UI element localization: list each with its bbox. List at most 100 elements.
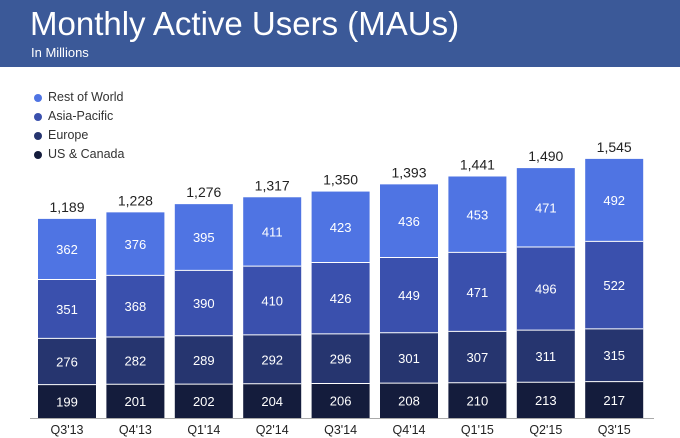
data-label-europe-q3-13: 276: [56, 355, 78, 370]
total-label-q4-13: 1,228: [118, 192, 153, 208]
data-label-rest-of-world-q3-15: 492: [603, 193, 625, 208]
data-label-asia-pacific-q1-14: 390: [193, 296, 215, 311]
legend-swatch-rest-of-world: [34, 94, 42, 102]
bar-segment-us-canada-q3-14: [311, 383, 370, 418]
data-label-us-canada-q1-14: 202: [193, 394, 215, 409]
total-label-q1-15: 1,441: [460, 156, 495, 172]
bar-segment-europe-q1-14: [174, 335, 233, 385]
total-label-q4-14: 1,393: [391, 164, 426, 180]
data-label-europe-q2-14: 292: [261, 352, 283, 367]
data-label-asia-pacific-q4-13: 368: [125, 299, 147, 314]
legend-label-rest-of-world: Rest of World: [48, 90, 124, 104]
bar-segment-us-canada-q1-15: [448, 382, 507, 418]
data-label-us-canada-q2-15: 213: [535, 393, 557, 408]
data-label-asia-pacific-q1-15: 471: [467, 285, 489, 300]
legend-swatch-europe: [34, 132, 42, 140]
bar-segment-asia-pacific-q2-15: [516, 247, 575, 331]
x-tick-label-q3-15: Q3'15: [598, 423, 631, 437]
data-label-us-canada-q3-15: 217: [603, 393, 625, 408]
data-label-rest-of-world-q1-14: 395: [193, 230, 215, 245]
data-label-rest-of-world-q3-14: 423: [330, 220, 352, 235]
bar-segment-rest-of-world-q2-15: [516, 168, 575, 248]
bar-segment-asia-pacific-q3-15: [585, 241, 644, 329]
legend-swatch-asia-pacific: [34, 113, 42, 121]
x-tick-label-q2-15: Q2'15: [529, 423, 562, 437]
bar-segment-rest-of-world-q3-14: [311, 191, 370, 263]
data-label-us-canada-q3-13: 199: [56, 394, 78, 409]
data-label-rest-of-world-q4-13: 376: [125, 237, 147, 252]
x-tick-label-q3-13: Q3'13: [51, 423, 84, 437]
bar-segment-asia-pacific-q3-13: [38, 279, 96, 339]
bar-segment-asia-pacific-q1-15: [448, 252, 507, 332]
bar-segment-us-canada-q4-14: [380, 383, 438, 418]
data-label-us-canada-q2-14: 204: [261, 394, 283, 409]
bar-segment-us-canada-q2-14: [243, 383, 302, 418]
data-label-rest-of-world-q2-15: 471: [535, 201, 557, 216]
bar-segment-europe-q2-14: [243, 334, 302, 384]
legend-label-europe: Europe: [48, 128, 89, 142]
header-banner: Monthly Active Users (MAUs) In Millions: [0, 0, 680, 67]
data-label-us-canada-q1-15: 210: [467, 393, 489, 408]
legend-swatch-us-canada: [34, 151, 42, 159]
bar-segment-asia-pacific-q1-14: [174, 270, 233, 336]
legend-label-us-canada: US & Canada: [48, 147, 125, 161]
bar-segment-europe-q4-13: [106, 337, 165, 385]
total-label-q2-14: 1,317: [255, 177, 290, 193]
bar-segment-asia-pacific-q4-13: [106, 275, 165, 338]
data-label-asia-pacific-q2-14: 410: [261, 294, 283, 309]
bar-segment-europe-q4-14: [380, 332, 438, 384]
total-label-q1-14: 1,276: [186, 184, 221, 200]
data-label-europe-q4-14: 301: [398, 351, 420, 366]
total-label-q3-15: 1,545: [597, 139, 632, 155]
bar-segment-us-canada-q3-15: [585, 381, 644, 418]
data-label-europe-q4-13: 282: [125, 354, 147, 369]
data-label-rest-of-world-q1-15: 453: [467, 207, 489, 222]
bar-segment-rest-of-world-q1-14: [174, 204, 233, 271]
x-tick-label-q4-13: Q4'13: [119, 423, 152, 437]
bar-segment-rest-of-world-q1-15: [448, 176, 507, 253]
data-label-asia-pacific-q3-15: 522: [603, 278, 625, 293]
data-label-asia-pacific-q4-14: 449: [398, 288, 420, 303]
legend-label-asia-pacific: Asia-Pacific: [48, 109, 114, 123]
data-label-asia-pacific-q3-14: 426: [330, 291, 352, 306]
bar-segment-rest-of-world-q2-14: [243, 197, 302, 267]
bar-segment-asia-pacific-q2-14: [243, 266, 302, 335]
bar-segment-europe-q3-14: [311, 333, 370, 384]
bar-segment-rest-of-world-q3-15: [585, 158, 644, 242]
data-label-rest-of-world-q4-14: 436: [398, 214, 420, 229]
bar-segment-europe-q3-13: [38, 338, 96, 385]
total-label-q2-15: 1,490: [528, 148, 563, 164]
data-label-europe-q3-14: 296: [330, 352, 352, 367]
data-label-rest-of-world-q3-13: 362: [56, 242, 78, 257]
data-label-us-canada-q4-14: 208: [398, 394, 420, 409]
data-label-europe-q3-15: 315: [603, 348, 625, 363]
x-tick-label-q1-14: Q1'14: [187, 423, 220, 437]
bar-segment-us-canada-q4-13: [106, 384, 165, 418]
bar-segment-europe-q2-15: [516, 330, 575, 383]
data-label-asia-pacific-q2-15: 496: [535, 282, 557, 297]
bar-segment-asia-pacific-q3-14: [311, 262, 370, 334]
chart-title: Monthly Active Users (MAUs): [30, 5, 460, 42]
bar-segment-europe-q3-15: [585, 328, 644, 382]
bar-segment-us-canada-q2-15: [516, 382, 575, 418]
data-label-asia-pacific-q3-13: 351: [56, 302, 78, 317]
x-tick-label-q1-15: Q1'15: [461, 423, 494, 437]
total-label-q3-14: 1,350: [323, 172, 358, 188]
data-label-rest-of-world-q2-14: 411: [262, 225, 283, 240]
x-tick-label-q3-14: Q3'14: [324, 423, 357, 437]
bar-segment-us-canada-q1-14: [174, 384, 233, 418]
bar-segment-rest-of-world-q4-13: [106, 212, 165, 276]
total-label-q3-13: 1,189: [49, 199, 84, 215]
chart-subtitle: In Millions: [31, 45, 89, 60]
data-label-europe-q2-15: 311: [535, 349, 556, 364]
data-label-us-canada-q3-14: 206: [330, 394, 352, 409]
bar-segment-us-canada-q3-13: [38, 384, 96, 418]
bar-segment-rest-of-world-q3-13: [38, 218, 96, 280]
bar-segment-rest-of-world-q4-14: [380, 184, 438, 258]
data-label-us-canada-q4-13: 201: [125, 394, 147, 409]
bar-segment-asia-pacific-q4-14: [380, 257, 438, 333]
x-tick-label-q2-14: Q2'14: [256, 423, 289, 437]
x-tick-label-q4-14: Q4'14: [393, 423, 426, 437]
data-label-europe-q1-15: 307: [467, 350, 489, 365]
